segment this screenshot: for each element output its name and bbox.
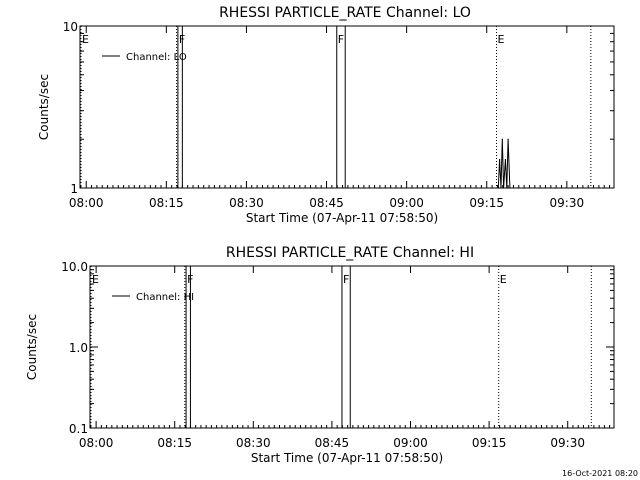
panel-lo: RHESSI PARTICLE_RATE Channel: LO 08:00 08:…: [37, 5, 615, 225]
y-tick-label: 1: [70, 182, 78, 196]
x-tick-label: 08:30: [229, 196, 264, 210]
event-marker-label: F: [343, 273, 349, 286]
chart-title: RHESSI PARTICLE_RATE Channel: HI: [226, 245, 474, 261]
event-marker-label: F: [338, 33, 344, 46]
y-tick-label: 1.0: [69, 341, 88, 355]
x-tick-label: 08:00: [79, 436, 114, 450]
x-tick-label: 09:15: [472, 436, 507, 450]
event-marker-label: E: [498, 33, 505, 46]
x-tick-label: 08:30: [236, 436, 271, 450]
x-tick-label: 09:30: [550, 436, 585, 450]
y-axis-label: Counts/sec: [37, 74, 51, 140]
timestamp: 16-Oct-2021 08:20: [562, 469, 638, 478]
chart-title: RHESSI PARTICLE_RATE Channel: LO: [219, 5, 471, 21]
legend-entry: Channel: HI: [136, 292, 194, 303]
plot-frame: [79, 25, 615, 189]
x-tick-label: 09:15: [469, 196, 504, 210]
event-marker-label: E: [82, 33, 89, 46]
x-tick-label: 08:15: [149, 196, 184, 210]
panel-hi: RHESSI PARTICLE_RATE Channel: HI 08:00 08:…: [25, 245, 615, 465]
y-tick-label: 10.0: [61, 260, 88, 274]
series-0: [497, 138, 511, 189]
x-axis-label: Start Time (07-Apr-11 07:58:50): [246, 211, 438, 225]
legend-entry: Channel: LO: [126, 52, 187, 63]
event-marker-label: E: [92, 273, 99, 286]
y-tick-label: 10: [63, 20, 78, 34]
x-tick-label: 09:00: [389, 196, 424, 210]
x-tick-label: 09:30: [550, 196, 585, 210]
x-tick-label: 08:45: [315, 436, 350, 450]
x-tick-label: 09:00: [393, 436, 428, 450]
plot-frame: [89, 265, 615, 429]
x-tick-label: 08:45: [309, 196, 344, 210]
series-line: [497, 139, 511, 189]
x-tick-label: 08:15: [157, 436, 192, 450]
y-axis-label: Counts/sec: [25, 314, 39, 380]
x-axis-label: Start Time (07-Apr-11 07:58:50): [251, 451, 443, 465]
x-tick-label: 08:00: [69, 196, 104, 210]
event-marker-label: E: [500, 273, 507, 286]
y-tick-label: 0.1: [69, 422, 88, 436]
